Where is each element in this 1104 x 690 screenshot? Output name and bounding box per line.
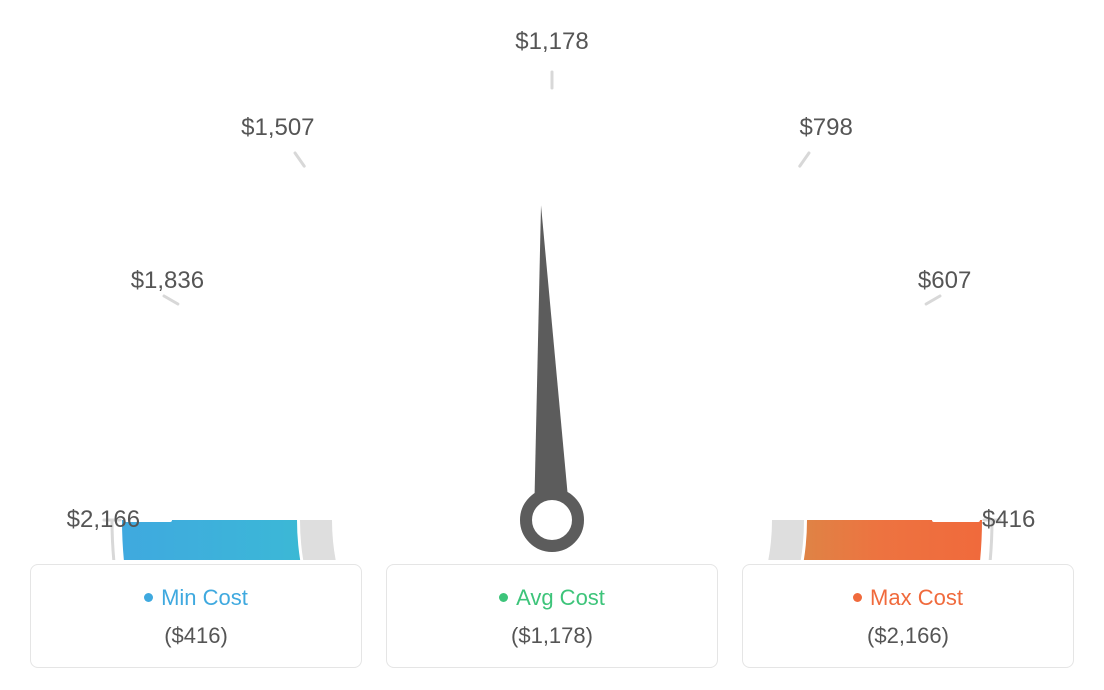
gauge-tick: [152, 374, 175, 382]
gauge-tick: [800, 153, 809, 166]
legend-title-text: Avg Cost: [516, 585, 605, 610]
legend-title-max: Max Cost: [753, 585, 1063, 611]
legend-value-min: ($416): [41, 623, 351, 649]
gauge-tick: [828, 210, 844, 227]
gauge-tick: [164, 296, 178, 304]
legend-value-max: ($2,166): [753, 623, 1063, 649]
gauge-tick: [948, 446, 972, 450]
gauge-tick-label: $2,166: [67, 506, 140, 534]
gauge-tick-label: $607: [918, 267, 971, 295]
gauge-tick: [218, 256, 237, 271]
legend-value-avg: ($1,178): [397, 623, 707, 649]
gauge-tick: [930, 374, 953, 382]
gauge-tick-label: $798: [799, 114, 852, 142]
gauge-tick: [295, 153, 304, 166]
dot-icon: [499, 593, 508, 602]
gauge-needle: [534, 205, 570, 520]
gauge-tick: [383, 129, 393, 151]
legend-title-text: Max Cost: [870, 585, 963, 610]
legend-title-avg: Avg Cost: [397, 585, 707, 611]
legend-title-min: Min Cost: [41, 585, 351, 611]
legend-card-avg: Avg Cost ($1,178): [386, 564, 718, 668]
gauge-tick: [183, 307, 221, 329]
gauge-tick: [711, 129, 721, 151]
dot-icon: [144, 593, 153, 602]
gauge-tick: [308, 171, 333, 207]
legend-title-text: Min Cost: [161, 585, 248, 610]
gauge-tick: [132, 446, 156, 450]
legend-card-min: Min Cost ($416): [30, 564, 362, 668]
gauge-tick-label: $1,836: [131, 267, 204, 295]
gauge-tick-label: $1,507: [241, 114, 314, 142]
gauge-chart-container: $416 $607 $798 $1,178 $1,507 $1,836 $2,166 Min…: [0, 0, 1104, 690]
gauge-tick: [883, 307, 921, 329]
gauge-tick: [926, 296, 940, 304]
gauge-tick: [771, 171, 796, 207]
gauge-tick: [260, 210, 276, 227]
gauge-tick-label: $1,178: [515, 28, 588, 56]
legend-row: Min Cost ($416) Avg Cost ($1,178) Max Co…: [30, 564, 1074, 668]
gauge-tick: [867, 256, 886, 271]
gauge-area: $416 $607 $798 $1,178 $1,507 $1,836 $2,166: [0, 0, 1104, 560]
gauge-tick-label: $416: [982, 506, 1035, 534]
legend-card-max: Max Cost ($2,166): [742, 564, 1074, 668]
gauge-tick: [466, 103, 471, 127]
gauge-tick: [633, 103, 638, 127]
dot-icon: [853, 593, 862, 602]
gauge-needle-hub: [526, 494, 578, 546]
